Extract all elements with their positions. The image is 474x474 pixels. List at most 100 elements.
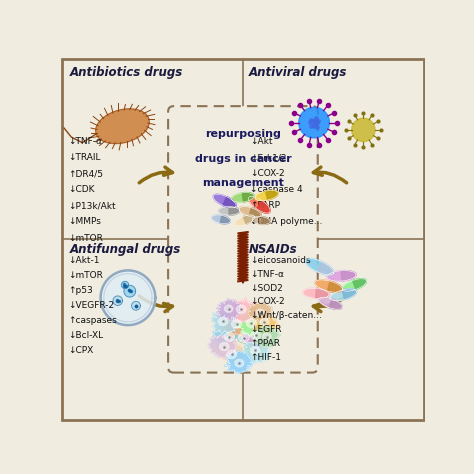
Text: ↓CDK: ↓CDK bbox=[68, 185, 94, 194]
Polygon shape bbox=[121, 282, 128, 289]
Text: drugs in cancer: drugs in cancer bbox=[194, 154, 292, 164]
Polygon shape bbox=[246, 319, 256, 328]
Text: ↑caspases: ↑caspases bbox=[68, 316, 117, 325]
FancyBboxPatch shape bbox=[168, 106, 318, 373]
Polygon shape bbox=[254, 326, 281, 348]
Text: ↓Erk1/2: ↓Erk1/2 bbox=[250, 153, 287, 162]
Polygon shape bbox=[243, 339, 270, 363]
Text: ↓TNF-α: ↓TNF-α bbox=[68, 137, 102, 146]
Polygon shape bbox=[124, 285, 136, 297]
Polygon shape bbox=[223, 197, 236, 208]
Polygon shape bbox=[263, 333, 271, 340]
Polygon shape bbox=[224, 351, 253, 374]
Polygon shape bbox=[213, 194, 236, 208]
Polygon shape bbox=[266, 191, 278, 200]
Polygon shape bbox=[225, 305, 233, 312]
Polygon shape bbox=[253, 314, 279, 336]
Polygon shape bbox=[213, 323, 245, 350]
Polygon shape bbox=[316, 289, 329, 299]
Polygon shape bbox=[132, 301, 140, 310]
Polygon shape bbox=[328, 281, 343, 292]
Polygon shape bbox=[238, 310, 269, 337]
Polygon shape bbox=[243, 215, 255, 224]
Polygon shape bbox=[299, 107, 329, 138]
Polygon shape bbox=[261, 217, 270, 224]
Polygon shape bbox=[212, 215, 230, 224]
Polygon shape bbox=[235, 359, 244, 367]
Text: NSAIDs: NSAIDs bbox=[248, 243, 297, 256]
Text: ↓caspase 4: ↓caspase 4 bbox=[250, 185, 303, 194]
Polygon shape bbox=[353, 279, 366, 290]
Polygon shape bbox=[231, 319, 242, 328]
Polygon shape bbox=[319, 297, 342, 309]
Polygon shape bbox=[303, 288, 329, 299]
Polygon shape bbox=[239, 207, 261, 218]
Polygon shape bbox=[242, 192, 254, 202]
Text: ↓VEGFR-2: ↓VEGFR-2 bbox=[68, 301, 114, 310]
Text: ↓TRAIL: ↓TRAIL bbox=[68, 153, 100, 162]
Text: ↓TNF-α: ↓TNF-α bbox=[250, 270, 284, 279]
Polygon shape bbox=[218, 338, 248, 365]
Text: management: management bbox=[202, 178, 284, 188]
Text: ↓Akt-1: ↓Akt-1 bbox=[68, 256, 99, 265]
Polygon shape bbox=[211, 309, 239, 334]
Text: ↑HIF-1: ↑HIF-1 bbox=[250, 353, 281, 362]
Text: ↓COX-2: ↓COX-2 bbox=[250, 169, 285, 178]
Polygon shape bbox=[113, 296, 122, 305]
Text: Antifungal drugs: Antifungal drugs bbox=[70, 243, 181, 256]
Text: repurposing: repurposing bbox=[205, 128, 281, 138]
Polygon shape bbox=[342, 289, 356, 300]
Text: Antibiotics drugs: Antibiotics drugs bbox=[70, 66, 183, 79]
Text: ↓CPX: ↓CPX bbox=[68, 346, 93, 355]
Polygon shape bbox=[237, 305, 246, 313]
Text: ↓EGFR: ↓EGFR bbox=[250, 325, 282, 334]
Polygon shape bbox=[252, 217, 270, 224]
Text: ↓Akt: ↓Akt bbox=[250, 137, 273, 146]
Polygon shape bbox=[249, 208, 261, 218]
Polygon shape bbox=[219, 318, 228, 326]
Text: ↑p53: ↑p53 bbox=[68, 286, 92, 295]
Polygon shape bbox=[232, 192, 254, 202]
Polygon shape bbox=[224, 333, 235, 341]
Polygon shape bbox=[208, 335, 237, 358]
Polygon shape bbox=[96, 109, 149, 144]
Polygon shape bbox=[329, 299, 342, 309]
Polygon shape bbox=[228, 297, 261, 323]
Polygon shape bbox=[250, 346, 260, 355]
Polygon shape bbox=[256, 309, 264, 317]
Polygon shape bbox=[315, 280, 343, 292]
Polygon shape bbox=[228, 326, 259, 356]
Polygon shape bbox=[341, 271, 356, 281]
Polygon shape bbox=[352, 118, 375, 142]
Polygon shape bbox=[100, 270, 155, 325]
Text: Antiviral drugs: Antiviral drugs bbox=[248, 66, 347, 79]
Polygon shape bbox=[219, 207, 240, 215]
Polygon shape bbox=[219, 343, 229, 351]
Polygon shape bbox=[327, 271, 356, 281]
Polygon shape bbox=[251, 331, 261, 339]
Polygon shape bbox=[330, 289, 356, 301]
Polygon shape bbox=[216, 299, 241, 321]
Polygon shape bbox=[317, 262, 334, 275]
Polygon shape bbox=[260, 319, 269, 326]
Polygon shape bbox=[305, 258, 334, 275]
Text: ↓DNA polyme...: ↓DNA polyme... bbox=[250, 218, 323, 227]
Polygon shape bbox=[229, 207, 240, 215]
Polygon shape bbox=[238, 333, 249, 342]
Text: ↓mTOR: ↓mTOR bbox=[68, 234, 102, 243]
Text: ↑PARP: ↑PARP bbox=[250, 201, 280, 210]
Polygon shape bbox=[342, 279, 366, 291]
Text: ↓SOD2: ↓SOD2 bbox=[250, 283, 283, 292]
FancyBboxPatch shape bbox=[62, 59, 424, 420]
Polygon shape bbox=[220, 215, 230, 224]
Polygon shape bbox=[255, 191, 278, 201]
Polygon shape bbox=[256, 201, 270, 213]
Text: ↓Bcl-XL: ↓Bcl-XL bbox=[68, 331, 103, 339]
Polygon shape bbox=[247, 301, 273, 325]
Text: ↓mTOR: ↓mTOR bbox=[68, 271, 102, 280]
Text: ↑DR4/5: ↑DR4/5 bbox=[68, 169, 103, 178]
Polygon shape bbox=[221, 311, 251, 338]
Text: ↓COX-2: ↓COX-2 bbox=[250, 297, 285, 306]
Polygon shape bbox=[248, 196, 270, 213]
Text: ↓eicosanoids: ↓eicosanoids bbox=[250, 256, 311, 265]
